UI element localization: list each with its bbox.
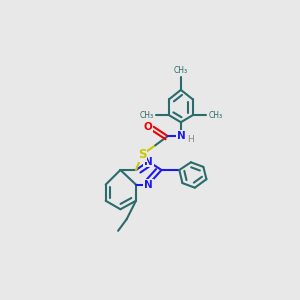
Text: CH₃: CH₃ <box>174 66 188 75</box>
Text: O: O <box>143 122 152 132</box>
Text: N: N <box>144 157 153 166</box>
Text: N: N <box>144 180 153 190</box>
Text: H: H <box>188 136 194 145</box>
Text: N: N <box>176 131 185 141</box>
Text: CH₃: CH₃ <box>140 111 154 120</box>
Text: CH₃: CH₃ <box>209 111 223 120</box>
Text: S: S <box>138 148 146 161</box>
